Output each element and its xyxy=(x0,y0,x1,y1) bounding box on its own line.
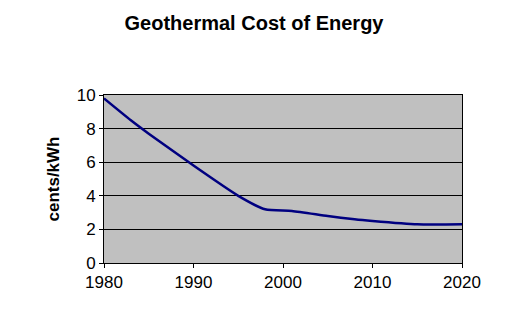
svg-text:1990: 1990 xyxy=(175,273,213,292)
svg-text:2020: 2020 xyxy=(443,273,481,292)
svg-text:cents/kWh: cents/kWh xyxy=(44,136,63,221)
svg-text:2000: 2000 xyxy=(264,273,302,292)
svg-text:2010: 2010 xyxy=(354,273,392,292)
svg-text:10: 10 xyxy=(77,86,96,105)
svg-text:0: 0 xyxy=(86,254,95,273)
svg-text:8: 8 xyxy=(86,120,95,139)
svg-text:1980: 1980 xyxy=(85,273,123,292)
svg-text:Geothermal Cost of Energy: Geothermal Cost of Energy xyxy=(125,12,385,34)
svg-text:4: 4 xyxy=(86,187,95,206)
svg-text:6: 6 xyxy=(86,153,95,172)
svg-text:2: 2 xyxy=(86,220,95,239)
